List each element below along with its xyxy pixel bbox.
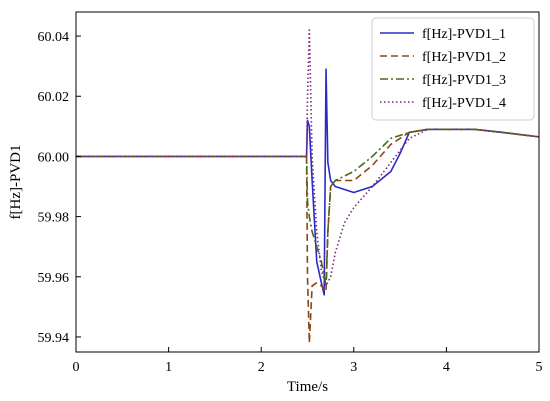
legend-box xyxy=(371,17,535,121)
x-tick-label: 4 xyxy=(443,360,450,375)
y-tick-label: 59.98 xyxy=(38,211,70,226)
series-layer xyxy=(76,29,540,344)
x-tick-label: 5 xyxy=(536,360,543,375)
x-axis-label: Time/s xyxy=(287,379,328,395)
legend: f[Hz]-PVD1_1 f[Hz]-PVD1_2 f[Hz]-PVD1_3 f[Hz… xyxy=(371,17,535,121)
x-tick-label: 2 xyxy=(258,360,265,375)
legend-label: f[Hz]-PVD1_2 xyxy=(422,50,506,65)
y-tick-label: 59.94 xyxy=(38,331,70,346)
series-line-3 xyxy=(76,128,540,287)
legend-label: f[Hz]-PVD1_4 xyxy=(422,96,506,111)
x-tick-label: 0 xyxy=(73,360,80,375)
y-tick-label: 60.00 xyxy=(38,150,70,165)
y-tick-label: 60.04 xyxy=(38,30,70,45)
x-axis-ticks: 0 1 2 3 4 5 xyxy=(73,347,543,375)
x-tick-label: 3 xyxy=(350,360,357,375)
plot-frame xyxy=(75,11,540,353)
series-line-4 xyxy=(76,29,540,287)
x-tick-label: 1 xyxy=(165,360,172,375)
legend-label: f[Hz]-PVD1_1 xyxy=(422,27,506,42)
y-tick-label: 60.02 xyxy=(38,90,70,105)
legend-label: f[Hz]-PVD1_3 xyxy=(422,73,506,88)
y-axis-ticks: 59.94 59.96 59.98 60.00 60.02 60.04 xyxy=(38,30,81,346)
y-tick-label: 59.96 xyxy=(38,271,70,286)
y-axis-label: f[Hz]-PVD1 xyxy=(8,145,24,220)
